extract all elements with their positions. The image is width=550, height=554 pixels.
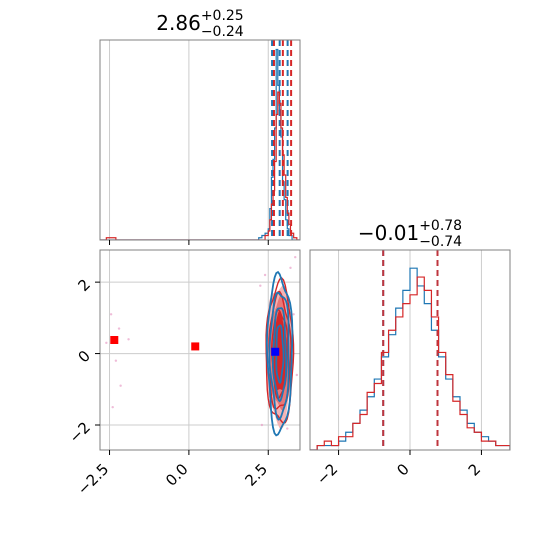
scatter-point (295, 373, 299, 377)
x-tick-label: −2.5 (74, 460, 112, 498)
axes-frame (99, 39, 301, 241)
histogram-series-1 (100, 91, 300, 240)
scatter-point (263, 273, 267, 277)
title-upper-error: +0.78 (419, 218, 462, 234)
y-tick-label: 0 (75, 347, 94, 366)
scatter-point (109, 313, 113, 316)
scatter-point (292, 313, 295, 316)
panel-title-top-left: 2.86+0.25 −0.24 (156, 8, 244, 40)
panel-top-left: 2.86+0.25 −0.24 (99, 8, 301, 245)
scatter-point (286, 427, 289, 430)
title-lower-error: −0.74 (419, 234, 462, 250)
x-ticks-bottom-right: −2 0 2 (313, 450, 484, 488)
scatter-point (259, 284, 262, 287)
histogram-bottom-right (310, 250, 510, 450)
x-ticks-top-left (109, 240, 269, 245)
scatter-point (289, 266, 292, 270)
title-lower-error: −0.24 (201, 24, 244, 40)
x-tick-label: −2 (313, 460, 341, 488)
marker-square (110, 336, 119, 344)
scatter-point (105, 341, 108, 345)
title-value: 2.86 (156, 11, 201, 35)
scatter-point (119, 384, 122, 387)
x-tick-label: 0 (393, 460, 412, 479)
y-tick-label: 2 (75, 275, 94, 294)
title-value: −0.01 (358, 221, 419, 245)
scatter-point (114, 359, 118, 362)
marker-square (271, 347, 280, 356)
scatter-point (294, 255, 297, 259)
histogram-top-left (100, 40, 300, 240)
histogram-series-1 (310, 276, 510, 450)
panel-bottom-right: −2 0 2 −0.01+0.78 −0.74 (309, 218, 511, 488)
scatter-point (127, 338, 130, 341)
title-upper-error: +0.25 (201, 8, 244, 24)
x-tick-label: 2.5 (241, 460, 271, 490)
scatter-point (260, 423, 264, 427)
marker-square (191, 342, 200, 351)
x-tick-label: 0.0 (162, 460, 192, 490)
y-tick-label: −2 (66, 418, 94, 446)
histogram-series-0 (100, 48, 300, 240)
panel-bottom-left: −2.5 0.0 2.5 −2 0 2 (66, 249, 301, 499)
contour-line-blue (268, 291, 290, 421)
x-tick-label: 2 (465, 460, 484, 479)
scatter-point (117, 327, 121, 330)
contour-line-blue (265, 270, 294, 437)
scatter-contours (105, 255, 299, 437)
panel-title-bottom-right: −0.01+0.78 −0.74 (358, 218, 462, 250)
axes-frame (99, 249, 301, 451)
scatter-point (111, 405, 114, 409)
grid (109, 40, 269, 240)
